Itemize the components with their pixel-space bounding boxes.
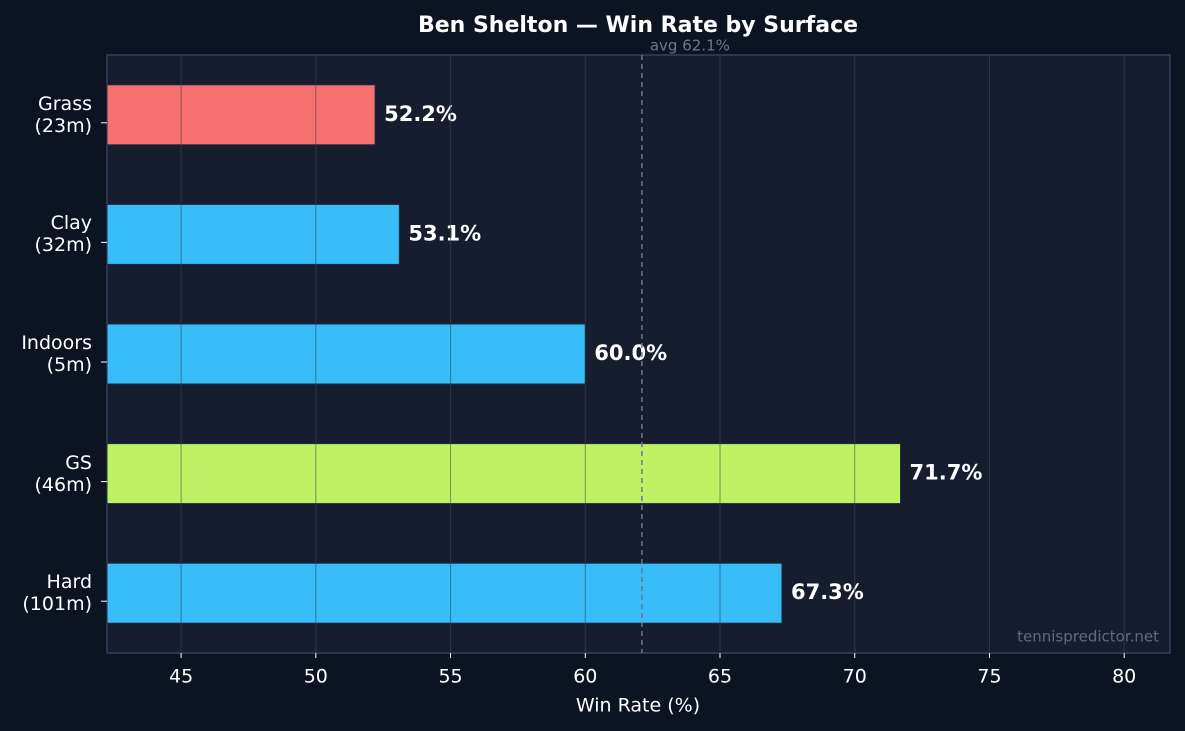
x-tick-label: 60 — [573, 666, 597, 688]
value-label: 53.1% — [408, 221, 481, 245]
y-tick-label: Hard (101m) — [22, 571, 92, 616]
value-label: 67.3% — [791, 580, 864, 604]
x-tick-label: 50 — [304, 666, 328, 688]
bar — [106, 323, 586, 385]
reference-label: avg 62.1% — [650, 37, 730, 55]
bar — [106, 84, 376, 146]
x-tick-label: 45 — [169, 666, 193, 688]
y-tick-label: Clay (32m) — [34, 212, 92, 257]
value-label: 60.0% — [594, 341, 667, 365]
bar — [106, 203, 400, 265]
x-tick-label: 55 — [438, 666, 462, 688]
bar — [106, 562, 783, 624]
x-tick-label: 70 — [843, 666, 867, 688]
value-label: 52.2% — [384, 102, 457, 126]
x-tick-label: 80 — [1112, 666, 1136, 688]
chart-title: Ben Shelton — Win Rate by Surface — [418, 13, 858, 38]
x-tick-label: 65 — [708, 666, 732, 688]
watermark: tennispredictor.net — [1017, 628, 1159, 646]
x-axis-label: Win Rate (%) — [576, 695, 700, 717]
y-tick-label: Grass (23m) — [34, 92, 92, 137]
x-tick-label: 75 — [977, 666, 1001, 688]
value-label: 71.7% — [910, 461, 983, 485]
y-tick-label: Indoors (5m) — [21, 332, 92, 376]
y-tick-label: GS (46m) — [34, 451, 92, 496]
bar — [106, 443, 902, 505]
